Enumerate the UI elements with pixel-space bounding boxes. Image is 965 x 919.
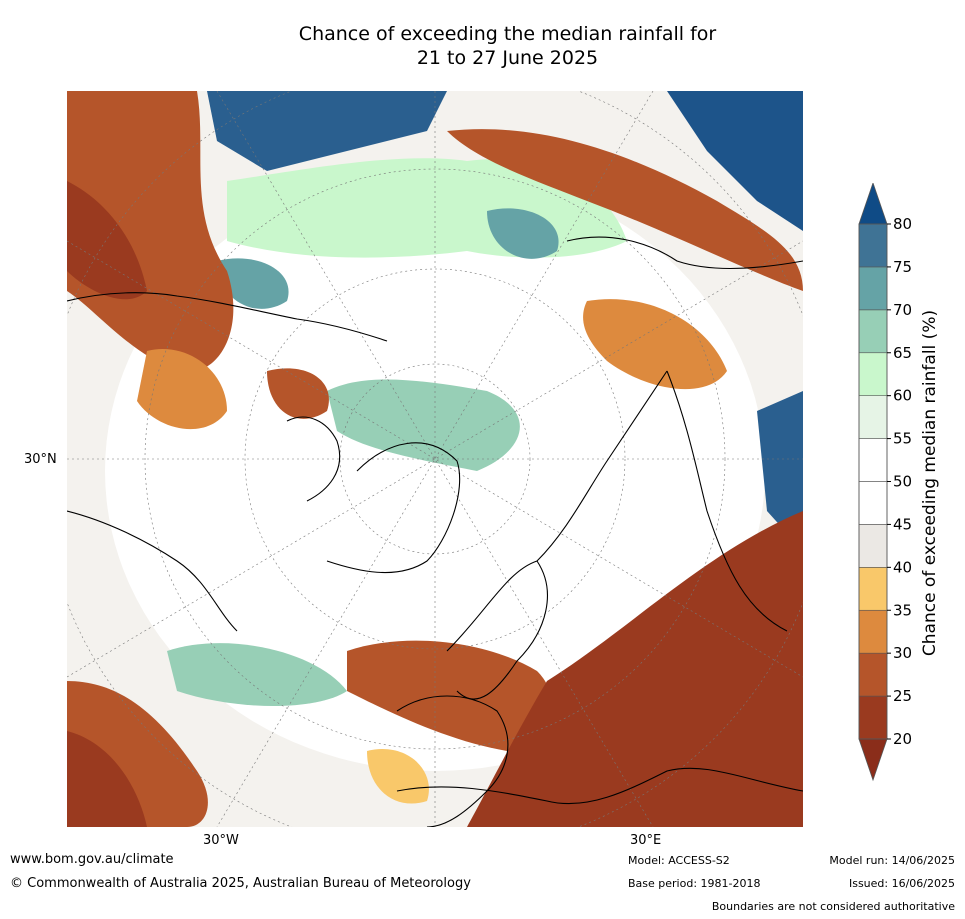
colorbar-tick-label: 45 — [893, 515, 912, 533]
coastline-western-europe — [396, 695, 509, 827]
high-chance-region-east — [757, 391, 803, 551]
high-chance-region-northeast — [667, 91, 803, 231]
below-median-patch-mediterranean — [367, 749, 429, 804]
title-line-2: 21 to 27 June 2025 — [416, 47, 599, 69]
colorbar-tick-label: 65 — [893, 344, 912, 362]
colorbar-bin — [858, 695, 888, 740]
coastline-scandinavia — [446, 560, 548, 700]
below-median-patch-alaska — [137, 349, 227, 430]
longitude-label-30e: 30°E — [630, 833, 662, 848]
model-run-text: Model run: 14/06/2025 — [829, 854, 955, 867]
chart-title: Chance of exceeding the median rainfall … — [0, 22, 965, 70]
coastline-canada-arctic — [286, 416, 341, 502]
colorbar-ticks: 20 25 30 35 40 45 50 55 60 65 70 75 80 — [887, 215, 912, 748]
coastline-mediterranean — [396, 767, 803, 805]
coastline-east-siberia — [566, 236, 803, 270]
very-low-chance-region-southwest — [67, 731, 147, 827]
very-low-chance-region-middle-east — [467, 511, 803, 827]
low-chance-region-siberia — [447, 129, 803, 291]
colorbar-bins — [858, 223, 888, 740]
copyright-text: © Commonwealth of Australia 2025, Austra… — [10, 876, 471, 891]
forecast-map — [67, 91, 803, 827]
coastline-asia-east — [666, 370, 788, 632]
base-period-text: Base period: 1981-2018 — [628, 877, 761, 890]
graticule — [67, 91, 803, 827]
very-low-chance-region-northwest — [67, 181, 147, 300]
colorbar-tick-label: 55 — [893, 430, 912, 448]
colorbar: 20 25 30 35 40 45 50 55 60 65 70 75 80 — [858, 183, 912, 782]
model-text: Model: ACCESS-S2 — [628, 854, 730, 867]
issued-text: Issued: 16/06/2025 — [848, 877, 955, 890]
coastline-north-america — [67, 510, 238, 632]
coastline-siberia — [536, 370, 668, 562]
above-median-patch-2 — [487, 208, 559, 259]
colorbar-tick-label: 70 — [893, 301, 912, 319]
low-chance-patch-canada — [267, 368, 329, 419]
colorbar-tick-label: 60 — [893, 387, 912, 405]
coastline-alaska — [67, 292, 388, 342]
colorbar-bin — [858, 524, 888, 568]
colorbar-bin — [858, 438, 888, 482]
colorbar-tick-label: 40 — [893, 558, 912, 576]
colorbar-tick-label: 25 — [893, 687, 912, 705]
above-median-region-atlantic — [167, 643, 347, 706]
colorbar-title: Chance of exceeding median rainfall (%) — [920, 309, 940, 657]
coastlines — [67, 236, 803, 827]
colorbar-bin — [858, 481, 888, 525]
latitude-label-30n: 30°N — [24, 452, 57, 467]
disclaimer-text: Boundaries are not considered authoritat… — [711, 900, 955, 913]
colorbar-over-arrow — [858, 183, 888, 225]
colorbar-tick-label: 80 — [893, 215, 912, 233]
longitude-label-30w: 30°W — [203, 833, 239, 848]
colorbar-bin — [858, 266, 888, 311]
colorbar-bin — [858, 567, 888, 611]
colorbar-bin — [858, 609, 888, 654]
above-median-patch — [217, 258, 289, 309]
website-link[interactable]: www.bom.gov.au/climate — [10, 852, 174, 867]
colorbar-bin — [858, 352, 888, 396]
colorbar-tick-label: 75 — [893, 258, 912, 276]
colorbar-tick-label: 35 — [893, 601, 912, 619]
colorbar-under-arrow — [858, 738, 888, 782]
colorbar-bin — [858, 395, 888, 439]
colorbar-tick-label: 20 — [893, 730, 912, 748]
colorbar-tick-label: 30 — [893, 644, 912, 662]
colorbar-tick-label: 50 — [893, 473, 912, 491]
below-median-region-asia — [583, 299, 727, 390]
low-chance-region-northwest — [67, 91, 234, 373]
colorbar-bin — [858, 652, 888, 697]
colorbar-bin — [858, 309, 888, 354]
title-line-1: Chance of exceeding the median rainfall … — [298, 23, 717, 45]
coastline-greenland — [326, 442, 461, 574]
above-median-region-greenland — [327, 379, 520, 471]
high-chance-region-north — [207, 91, 447, 171]
map-canvas — [67, 91, 803, 827]
colorbar-bin — [858, 223, 888, 268]
